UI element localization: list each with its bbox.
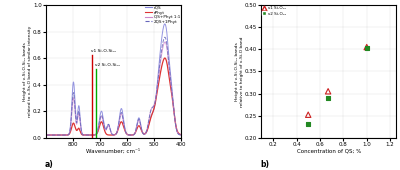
X-axis label: Concentration of QS; %: Concentration of QS; % bbox=[296, 148, 361, 153]
X-axis label: Wavenumber; cm⁻¹: Wavenumber; cm⁻¹ bbox=[86, 148, 140, 154]
Y-axis label: Height of ν-Si-O-Siₒ₆ bands
related to ν-Ss-O band of similar intensity: Height of ν-Si-O-Siₒ₆ bands related to ν… bbox=[23, 26, 32, 117]
Y-axis label: Height of ν-Si-O-Siₒ₆ bands
relative to height of ν-Si-O band: Height of ν-Si-O-Siₒ₆ bands relative to … bbox=[235, 36, 244, 107]
Text: b): b) bbox=[260, 160, 269, 169]
Legend: rQS, rPhyt, QS+Phyt 1:1, 2QS+1Phyt: rQS, rPhyt, QS+Phyt 1:1, 2QS+1Phyt bbox=[145, 6, 180, 24]
Point bbox=[364, 46, 370, 48]
Point bbox=[305, 122, 312, 125]
Text: ν1 Si-O-Siₒ₆: ν1 Si-O-Siₒ₆ bbox=[91, 49, 116, 53]
Text: ν2 Si-O-Siₒ₆: ν2 Si-O-Siₒ₆ bbox=[95, 63, 120, 67]
Point bbox=[325, 90, 331, 93]
Point bbox=[364, 47, 370, 50]
Point bbox=[325, 97, 331, 100]
Legend: ν1 Si-Oₒ₆, ν2 Si-Oₒ₆: ν1 Si-Oₒ₆, ν2 Si-Oₒ₆ bbox=[263, 6, 286, 16]
Point bbox=[305, 113, 312, 116]
Text: a): a) bbox=[45, 160, 54, 169]
